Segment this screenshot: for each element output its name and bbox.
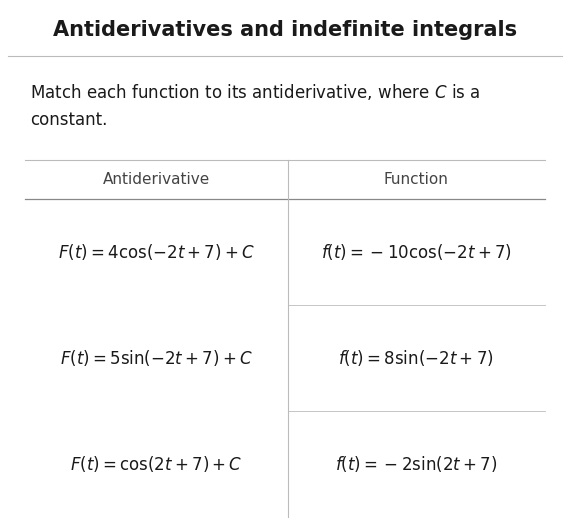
Text: $F(t) = 4\cos(-2t + 7) + C$: $F(t) = 4\cos(-2t + 7) + C$ (58, 243, 255, 263)
Text: $F(t) = \cos(2t + 7) + C$: $F(t) = \cos(2t + 7) + C$ (70, 454, 242, 474)
Text: Antiderivatives and indefinite integrals: Antiderivatives and indefinite integrals (53, 19, 517, 40)
Text: $F(t) = 5\sin(-2t + 7) + C$: $F(t) = 5\sin(-2t + 7) + C$ (60, 348, 253, 368)
Text: Antiderivative: Antiderivative (103, 172, 210, 188)
Text: $f(t) = -10\cos(-2t + 7)$: $f(t) = -10\cos(-2t + 7)$ (321, 243, 512, 263)
Text: Match each function to its antiderivative, where $C$ is a
constant.: Match each function to its antiderivativ… (30, 82, 481, 128)
Text: Function: Function (384, 172, 449, 188)
Text: $f(t) = -2\sin(2t + 7)$: $f(t) = -2\sin(2t + 7)$ (335, 454, 497, 474)
Text: $f(t) = 8\sin(-2t + 7)$: $f(t) = 8\sin(-2t + 7)$ (339, 348, 494, 368)
